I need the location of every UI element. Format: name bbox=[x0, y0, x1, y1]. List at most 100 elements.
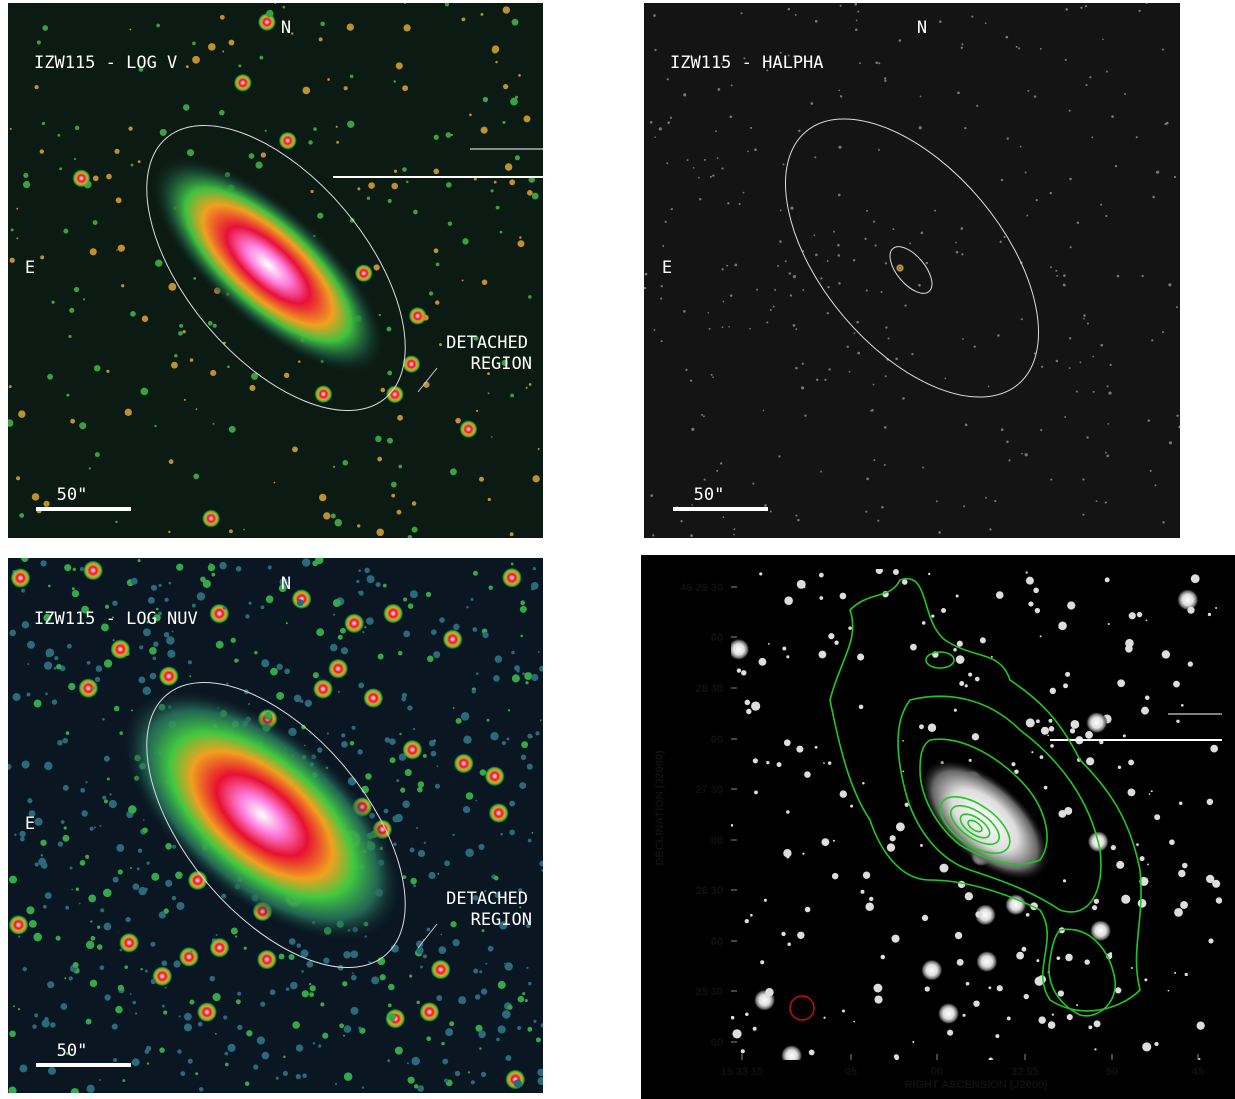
star bbox=[207, 320, 213, 326]
star bbox=[1104, 577, 1110, 583]
star bbox=[425, 591, 432, 598]
star bbox=[1020, 318, 1023, 321]
star bbox=[295, 1044, 304, 1052]
star bbox=[342, 981, 348, 987]
axis-ticks: 46 29 30 00 28 30 00 27 30 00 26 30 00 25 30 00 15… bbox=[680, 582, 1204, 1078]
star bbox=[94, 676, 101, 682]
star bbox=[518, 74, 521, 77]
star bbox=[403, 630, 411, 638]
star bbox=[964, 684, 968, 688]
star bbox=[312, 672, 319, 679]
star bbox=[43, 500, 50, 507]
star bbox=[1048, 718, 1053, 723]
star bbox=[214, 1032, 217, 1035]
star bbox=[480, 12, 484, 16]
star bbox=[167, 649, 176, 658]
star bbox=[81, 810, 88, 817]
star bbox=[146, 861, 150, 865]
star bbox=[787, 942, 791, 946]
star bbox=[810, 62, 813, 65]
annotation: DETACHED bbox=[446, 333, 528, 353]
star bbox=[1135, 136, 1138, 139]
star bbox=[66, 643, 72, 649]
star bbox=[121, 284, 125, 288]
star bbox=[965, 981, 970, 986]
star bbox=[387, 198, 392, 204]
star bbox=[165, 842, 172, 850]
star bbox=[114, 148, 120, 154]
star bbox=[186, 149, 195, 157]
star bbox=[904, 802, 909, 807]
star bbox=[749, 126, 753, 130]
star bbox=[712, 174, 715, 177]
star bbox=[1063, 683, 1068, 689]
star bbox=[823, 1016, 826, 1019]
star bbox=[511, 650, 515, 655]
star bbox=[995, 591, 1004, 599]
star bbox=[54, 656, 59, 661]
star bbox=[393, 80, 396, 83]
star bbox=[8, 875, 17, 884]
star bbox=[90, 935, 96, 941]
star bbox=[423, 841, 426, 844]
star bbox=[650, 494, 654, 497]
star bbox=[471, 689, 476, 694]
star bbox=[1196, 1021, 1205, 1030]
star bbox=[458, 996, 467, 1005]
star bbox=[703, 158, 706, 161]
star bbox=[323, 957, 330, 964]
star bbox=[66, 1052, 70, 1056]
scale-label: 50" bbox=[57, 485, 88, 505]
star bbox=[219, 561, 227, 570]
star bbox=[408, 306, 427, 325]
star bbox=[716, 469, 719, 472]
star bbox=[467, 1071, 471, 1074]
star bbox=[485, 962, 488, 965]
star bbox=[804, 414, 807, 417]
star bbox=[248, 703, 251, 705]
star bbox=[70, 1088, 79, 1093]
star bbox=[117, 869, 123, 875]
star bbox=[8, 914, 29, 935]
star bbox=[1174, 971, 1177, 974]
star bbox=[394, 813, 403, 823]
star bbox=[335, 125, 338, 128]
star bbox=[954, 931, 963, 940]
star bbox=[215, 640, 224, 649]
star bbox=[692, 167, 695, 169]
star bbox=[752, 482, 755, 485]
star bbox=[802, 250, 805, 253]
annotation: REGION bbox=[471, 354, 532, 374]
star bbox=[1187, 661, 1194, 667]
star bbox=[1106, 385, 1109, 388]
star bbox=[449, 1021, 455, 1027]
panel-title: IZW115 - LOG V bbox=[34, 53, 177, 73]
star bbox=[435, 262, 440, 267]
star bbox=[832, 839, 835, 842]
star bbox=[756, 288, 758, 291]
star bbox=[103, 659, 113, 668]
star bbox=[243, 528, 246, 531]
panel-halpha bbox=[644, 3, 1180, 538]
star bbox=[47, 373, 53, 380]
star bbox=[762, 409, 765, 412]
star bbox=[391, 182, 399, 190]
star bbox=[338, 691, 340, 693]
star bbox=[163, 631, 170, 638]
star bbox=[746, 708, 752, 715]
star bbox=[865, 902, 874, 911]
star bbox=[488, 357, 491, 360]
star bbox=[309, 985, 316, 992]
star bbox=[1064, 58, 1067, 61]
star bbox=[819, 596, 824, 600]
star bbox=[406, 180, 409, 184]
star bbox=[786, 810, 790, 814]
star bbox=[955, 655, 965, 664]
star bbox=[802, 852, 805, 855]
star bbox=[264, 129, 267, 132]
star bbox=[826, 260, 829, 262]
star bbox=[465, 848, 474, 858]
star bbox=[58, 619, 60, 622]
star bbox=[1085, 83, 1088, 87]
star bbox=[481, 929, 485, 933]
